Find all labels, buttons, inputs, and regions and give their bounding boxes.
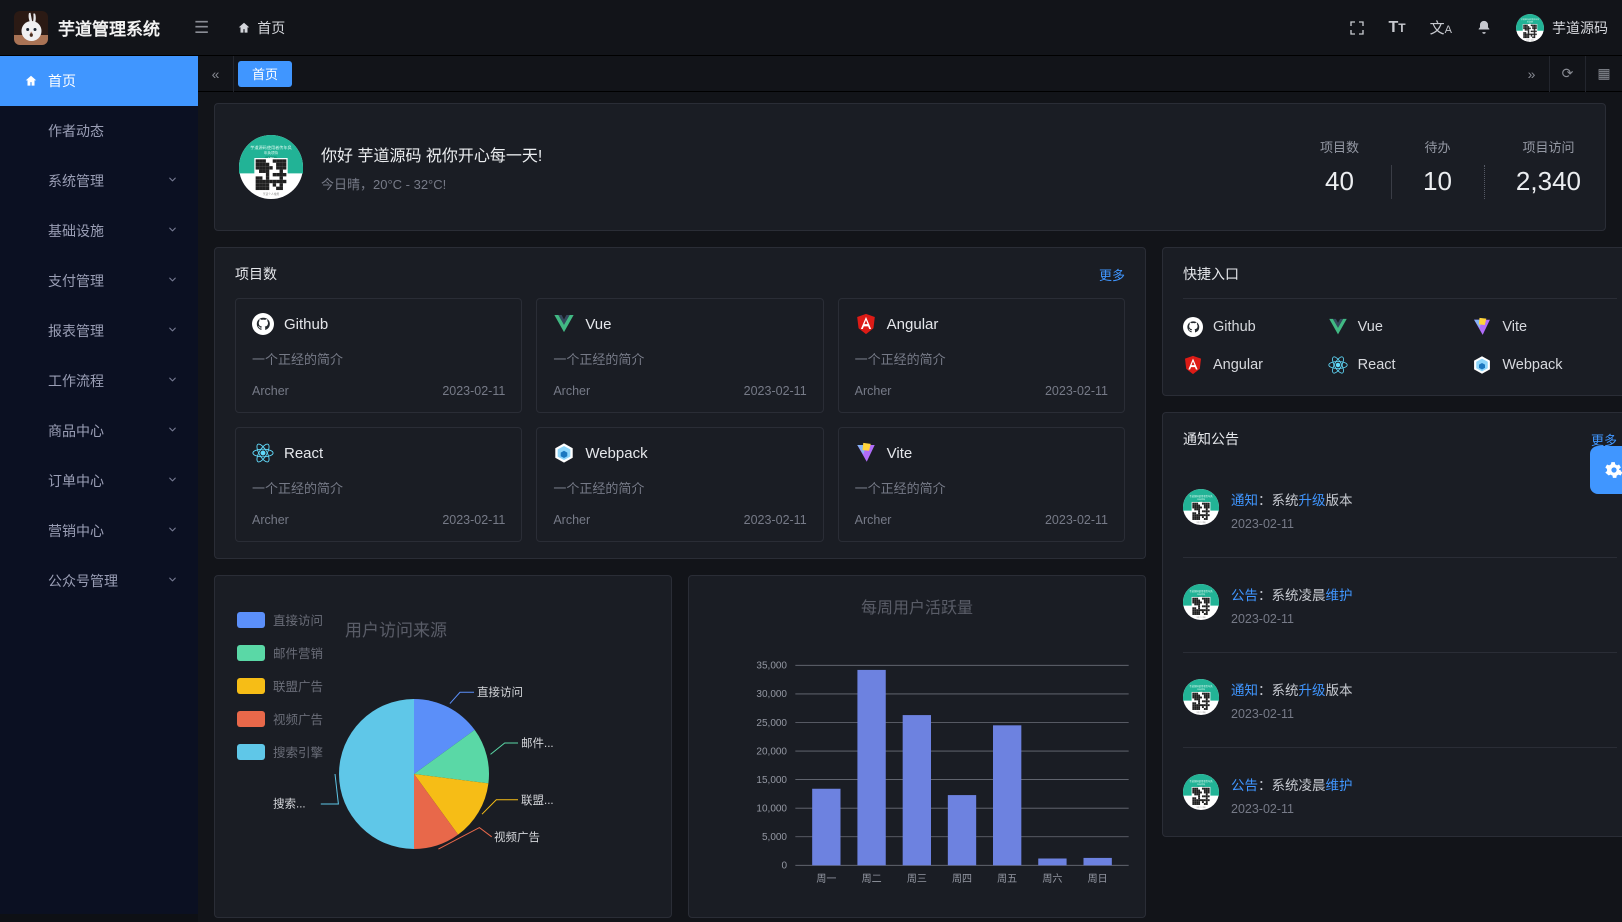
- svg-text:20,000: 20,000: [756, 746, 787, 757]
- svg-text:搜索...: 搜索...: [273, 797, 306, 811]
- svg-text:5,000: 5,000: [762, 832, 787, 843]
- svg-text:周二: 周二: [862, 873, 882, 885]
- svg-text:联盟...: 联盟...: [521, 793, 554, 807]
- svg-text:直接访问: 直接访问: [477, 685, 523, 699]
- svg-text:周四: 周四: [952, 873, 972, 885]
- svg-text:视频广告: 视频广告: [494, 830, 540, 844]
- svg-text:35,000: 35,000: [756, 661, 787, 672]
- svg-text:周三: 周三: [907, 873, 927, 885]
- svg-text:邮件...: 邮件...: [521, 736, 554, 750]
- svg-text:周五: 周五: [997, 873, 1017, 885]
- svg-text:周日: 周日: [1088, 873, 1108, 885]
- svg-text:0: 0: [781, 861, 787, 872]
- svg-text:25,000: 25,000: [756, 718, 787, 729]
- svg-text:10,000: 10,000: [756, 804, 787, 815]
- svg-text:30,000: 30,000: [756, 689, 787, 700]
- svg-text:周一: 周一: [816, 873, 836, 885]
- svg-text:周六: 周六: [1042, 873, 1062, 885]
- svg-text:15,000: 15,000: [756, 775, 787, 786]
